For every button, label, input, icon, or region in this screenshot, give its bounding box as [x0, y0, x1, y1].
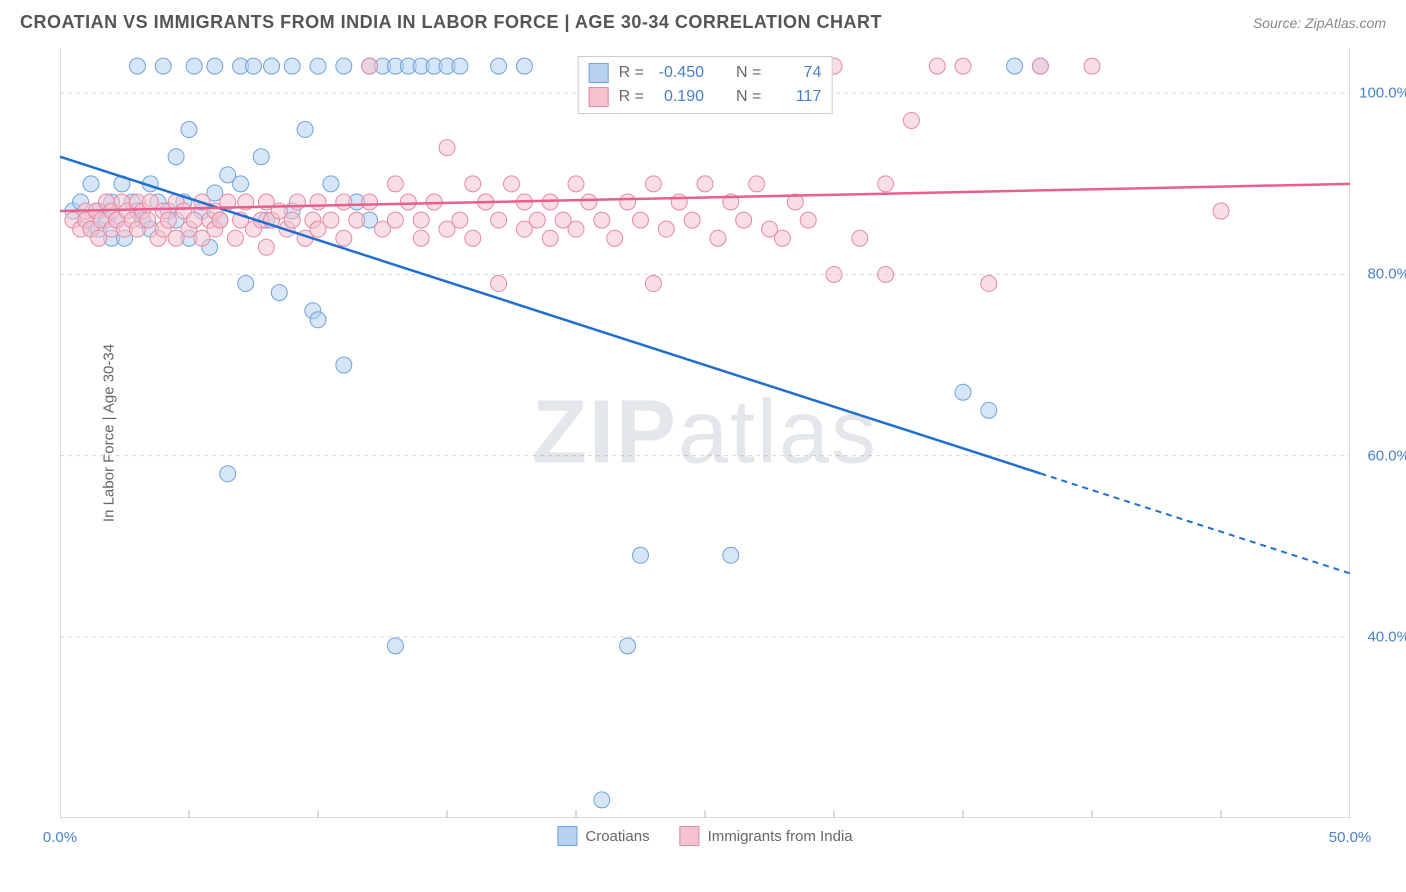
legend-label: Immigrants from India — [708, 828, 853, 845]
correlation-row: R =0.190N =117 — [589, 85, 822, 109]
legend-swatch — [680, 826, 700, 846]
legend-swatch — [589, 63, 609, 83]
scatter-plot — [60, 48, 1350, 818]
legend-swatch — [557, 826, 577, 846]
chart-source: Source: ZipAtlas.com — [1253, 15, 1386, 31]
chart-title: CROATIAN VS IMMIGRANTS FROM INDIA IN LAB… — [20, 12, 882, 33]
y-tick-label: 40.0% — [1367, 628, 1406, 645]
correlation-legend: R =-0.450N =74R =0.190N =117 — [578, 56, 833, 114]
legend-item: Immigrants from India — [680, 826, 853, 846]
legend-item: Croatians — [557, 826, 649, 846]
series-legend: Croatians Immigrants from India — [557, 826, 852, 846]
chart-header: CROATIAN VS IMMIGRANTS FROM INDIA IN LAB… — [0, 0, 1406, 41]
y-tick-label: 100.0% — [1359, 85, 1406, 102]
x-tick-label: 50.0% — [1329, 829, 1372, 846]
correlation-row: R =-0.450N =74 — [589, 61, 822, 85]
chart-area: In Labor Force | Age 30-34 ZIPatlas R =-… — [60, 48, 1350, 818]
y-tick-label: 60.0% — [1367, 447, 1406, 464]
x-tick-label: 0.0% — [43, 829, 77, 846]
legend-swatch — [589, 87, 609, 107]
legend-label: Croatians — [585, 828, 649, 845]
y-tick-label: 80.0% — [1367, 266, 1406, 283]
